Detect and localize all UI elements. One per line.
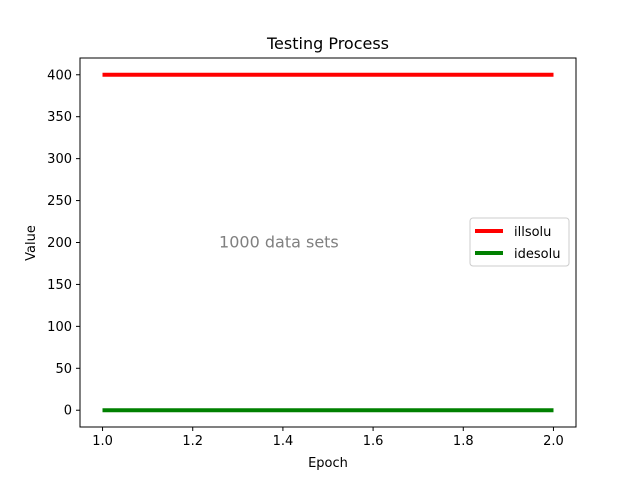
x-tick-label: 1.2 [182,434,203,449]
y-tick-label: 100 [47,320,72,335]
annotation-text: 1000 data sets [219,233,339,252]
y-tick-label: 50 [55,362,72,377]
legend-label-illsolu: illsolu [514,225,551,240]
y-tick-label: 200 [47,236,72,251]
chart-title: Testing Process [266,34,389,53]
x-axis-label: Epoch [308,456,348,471]
y-tick-label: 350 [47,110,72,125]
x-tick-label: 1.4 [273,434,294,449]
plot-area: 1.0 1.2 1.4 1.6 1.8 2.0 0 50 100 150 200 250 300 350 4… [47,57,577,449]
y-tick-label: 300 [47,152,72,167]
y-axis-label: Value [24,225,39,261]
x-tick-label: 1.0 [92,434,113,449]
y-tick-label: 250 [47,194,72,209]
x-tick-label: 2.0 [543,434,564,449]
legend-label-idesolu: idesolu [514,247,560,262]
x-tick-label: 1.6 [363,434,384,449]
x-tick-label: 1.8 [453,434,474,449]
y-tick-label: 400 [47,68,72,83]
y-tick-label: 0 [64,404,72,419]
y-tick-label: 150 [47,278,72,293]
